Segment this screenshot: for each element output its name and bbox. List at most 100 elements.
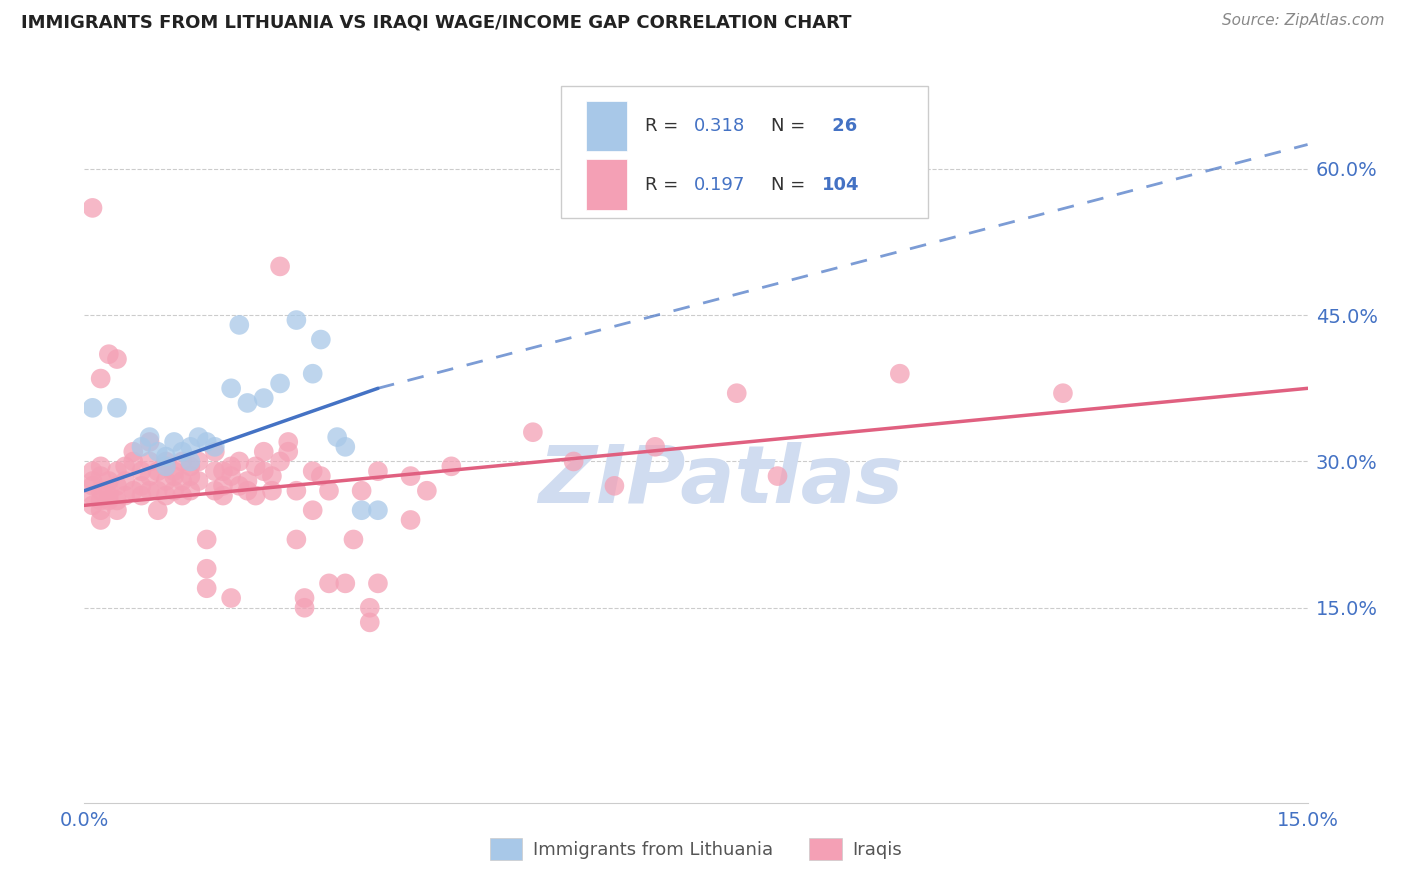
FancyBboxPatch shape (586, 101, 627, 152)
Text: N =: N = (770, 176, 811, 194)
Point (326, 430, 349, 444)
Point (172, 444, 194, 458)
Point (253, 391, 276, 405)
Point (367, 464, 389, 478)
Point (90, 513, 112, 527)
Point (350, 503, 373, 517)
Text: R =: R = (644, 117, 683, 136)
Point (90, 459, 112, 474)
Point (179, 483, 201, 498)
Point (90, 371, 112, 385)
Point (301, 367, 323, 381)
Point (97, 489, 120, 503)
Point (90, 469, 112, 483)
Point (318, 483, 340, 498)
Point (155, 459, 177, 474)
Point (269, 376, 291, 391)
Point (155, 489, 177, 503)
Point (131, 489, 153, 503)
Point (204, 464, 226, 478)
Point (146, 503, 169, 517)
Point (131, 479, 153, 493)
Point (131, 440, 153, 454)
Point (90, 483, 112, 498)
Point (253, 444, 276, 458)
Point (122, 454, 145, 468)
Point (342, 533, 364, 547)
Point (179, 469, 201, 483)
Point (228, 479, 250, 493)
Point (172, 489, 194, 503)
Point (138, 434, 160, 449)
Point (212, 479, 235, 493)
Point (195, 581, 218, 595)
Point (260, 469, 283, 483)
Point (122, 483, 145, 498)
Point (204, 444, 226, 458)
Text: 0.197: 0.197 (693, 176, 745, 194)
Point (350, 483, 373, 498)
Point (138, 430, 160, 444)
Point (195, 533, 218, 547)
Point (766, 469, 789, 483)
Text: 0.318: 0.318 (693, 117, 745, 136)
Point (212, 489, 235, 503)
Point (522, 425, 544, 440)
Point (301, 503, 323, 517)
Point (294, 600, 316, 615)
Point (245, 489, 267, 503)
Point (82, 479, 104, 493)
Point (82, 201, 104, 215)
Point (367, 503, 389, 517)
Point (725, 386, 748, 401)
Point (114, 474, 136, 488)
Point (253, 464, 276, 478)
Point (187, 454, 209, 468)
Point (399, 513, 422, 527)
Point (97, 474, 120, 488)
Point (82, 474, 104, 488)
Point (195, 434, 218, 449)
Point (309, 333, 332, 347)
Point (155, 454, 177, 468)
Point (122, 444, 145, 458)
Point (138, 469, 160, 483)
Point (562, 454, 585, 468)
Point (97, 493, 120, 508)
Text: 26: 26 (825, 117, 856, 136)
Point (155, 459, 177, 474)
Point (163, 469, 186, 483)
Point (219, 469, 242, 483)
Point (82, 401, 104, 415)
Point (82, 499, 104, 513)
Point (146, 464, 169, 478)
Point (644, 440, 666, 454)
Point (179, 454, 201, 468)
Legend: Immigrants from Lithuania, Iraqis: Immigrants from Lithuania, Iraqis (482, 830, 910, 867)
Point (236, 396, 259, 410)
Text: Source: ZipAtlas.com: Source: ZipAtlas.com (1222, 13, 1385, 29)
Point (195, 562, 218, 576)
Point (236, 474, 259, 488)
Point (285, 483, 308, 498)
Point (163, 483, 186, 498)
Point (105, 493, 128, 508)
Point (269, 260, 291, 274)
Point (399, 469, 422, 483)
Point (277, 444, 299, 458)
Point (138, 483, 160, 498)
Text: R =: R = (644, 176, 683, 194)
Point (179, 459, 201, 474)
Point (172, 474, 194, 488)
Text: ZIPatlas: ZIPatlas (538, 442, 903, 520)
Point (359, 615, 381, 630)
Point (245, 459, 267, 474)
FancyBboxPatch shape (586, 160, 627, 210)
Point (260, 483, 283, 498)
Point (294, 591, 316, 605)
Point (285, 313, 308, 327)
Point (105, 401, 128, 415)
Point (105, 352, 128, 367)
Point (155, 450, 177, 464)
Point (105, 479, 128, 493)
